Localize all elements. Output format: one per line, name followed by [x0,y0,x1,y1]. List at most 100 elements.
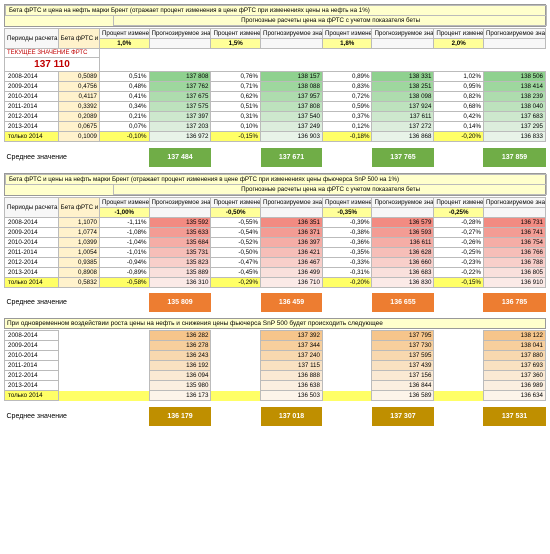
val-cell: 136 972 [149,132,211,142]
pct-cell: -0,25% [434,247,484,257]
val-cell: 137 575 [149,102,211,112]
period-header: Периоды расчета беты на основе дневных к… [5,197,59,217]
val-cell: 135 592 [149,217,211,227]
period-cell: 2011-2014 [5,247,59,257]
table-row: 2008-20140,50890,51%137 8080,76%138 1570… [5,72,546,82]
table-caption: Бета фРТС и цены на нефть марки Брент (о… [6,174,547,184]
pct-header: Процент изменения цены на нефть [99,29,149,39]
period-cell: 2010-2014 [5,351,59,361]
val-cell: 136 766 [483,247,545,257]
val-cell: 136 844 [372,381,434,391]
table-row: 2010-20140,41170,41%137 6750,62%137 9570… [5,92,546,102]
pct-cell: -0,36% [322,237,372,247]
val-cell: 137 203 [149,122,211,132]
val-cell: 136 833 [483,132,545,142]
data-table-2: Периоды расчета беты на основе дневных к… [4,197,546,313]
val-cell: 137 392 [261,331,323,341]
pct-header: Процент изменения цены фьючерса SnP 500 [322,197,372,207]
period-cell: 2010-2014 [5,237,59,247]
pct-cell: 0,82% [434,92,484,102]
pct-cell: 0,76% [211,72,261,82]
val-cell: 137 611 [372,112,434,122]
forecast-caption: Прогнозные расчеты цена на фРТС с учетом… [114,184,547,194]
period-cell: 2013-2014 [5,122,59,132]
val-cell: 136 589 [372,391,434,401]
val-cell: 136 243 [149,351,211,361]
pct-cell: -1,04% [99,237,149,247]
table3-caption: При одновременном воздействии роста цены… [4,318,546,329]
val-cell: 136 094 [149,371,211,381]
pct-cell: -0,47% [211,257,261,267]
beta-cell: 0,0675 [58,122,99,132]
table-row: 2010-20141,0399-1,04%135 684-0,52%136 39… [5,237,546,247]
val-cell: 138 088 [261,82,323,92]
period-cell: 2009-2014 [5,341,59,351]
pct-cell: 0,71% [211,82,261,92]
period-cell: 2008-2014 [5,72,59,82]
avg-val: 136 459 [261,293,323,312]
table-caption: Бета фРТС и цена на нефть марки Брент (о… [6,6,547,16]
avg-label: Среднее значение [5,407,100,426]
table-row: 2013-2014135 980136 638136 844136 989 [5,381,546,391]
table-row: только 2014136 173136 503136 589136 634 [5,391,546,401]
pct-cell: -0,89% [99,267,149,277]
val-cell: 136 830 [372,277,434,287]
beta-cell: 0,3392 [58,102,99,112]
table-row: 2009-20141,0774-1,08%135 633-0,54%136 37… [5,227,546,237]
scenario: 1,8% [322,39,372,49]
val-cell: 136 634 [483,391,545,401]
val-header: Прогнозируемое значение фРТС [483,197,545,207]
val-cell: 136 282 [149,331,211,341]
val-cell: 137 675 [149,92,211,102]
val-cell: 137 924 [372,102,434,112]
val-cell: 136 593 [372,227,434,237]
avg-val: 136 785 [483,293,545,312]
val-cell: 138 239 [483,92,545,102]
period-cell: 2011-2014 [5,102,59,112]
val-cell: 137 808 [149,72,211,82]
pct-cell: 0,89% [322,72,372,82]
val-cell: 136 371 [261,227,323,237]
period-cell: 2012-2014 [5,257,59,267]
val-cell: 136 351 [261,217,323,227]
val-cell: 136 503 [261,391,323,401]
table-row: 2011-20141,0054-1,01%135 731-0,50%136 42… [5,247,546,257]
pct-cell: 0,51% [211,102,261,112]
scenario: -0,35% [322,207,372,217]
pct-cell: -0,52% [211,237,261,247]
pct-header: Процент изменения цены на нефть [434,29,484,39]
val-cell: 137 240 [261,351,323,361]
val-cell: 136 310 [149,277,211,287]
val-cell: 135 823 [149,257,211,267]
beta-cell: 0,5089 [58,72,99,82]
avg-label: Среднее значение [5,293,100,312]
val-cell: 136 903 [261,132,323,142]
pct-cell: 0,95% [434,82,484,92]
val-cell: 136 278 [149,341,211,351]
val-cell: 138 157 [261,72,323,82]
val-cell: 138 251 [372,82,434,92]
pct-cell: -0,31% [322,267,372,277]
pct-cell: 0,21% [99,112,149,122]
pct-cell: 0,41% [99,92,149,102]
period-cell: только 2014 [5,277,59,287]
period-cell: 2010-2014 [5,92,59,102]
pct-cell: -0,39% [322,217,372,227]
pct-cell: -0,28% [434,217,484,227]
table-row: только 20140,5832-0,58%136 310-0,29%136 … [5,277,546,287]
scenario: -0,25% [434,207,484,217]
pct-cell: 0,34% [99,102,149,112]
val-cell: 136 579 [372,217,434,227]
val-cell: 136 710 [261,277,323,287]
beta-cell: 1,0774 [58,227,99,237]
avg-val: 137 307 [372,407,434,426]
val-cell: 136 499 [261,267,323,277]
period-cell: 2009-2014 [5,227,59,237]
pct-cell: -0,23% [434,257,484,267]
beta-cell: 0,2089 [58,112,99,122]
val-cell: 136 910 [483,277,545,287]
val-header: Прогнозируемое значение фРТС [149,29,211,39]
val-cell: 137 540 [261,112,323,122]
avg-val: 135 809 [149,293,211,312]
val-cell: 136 628 [372,247,434,257]
